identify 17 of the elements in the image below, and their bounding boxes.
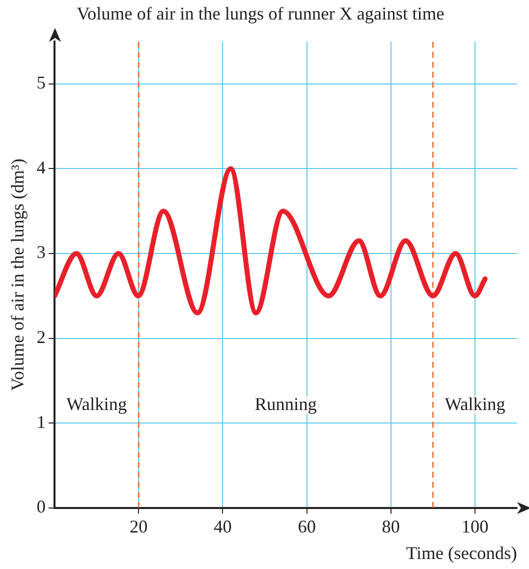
chart-title: Volume of air in the lungs of runner X against time bbox=[76, 4, 444, 24]
y-tick-label: 1 bbox=[36, 412, 46, 432]
annotation: Walking bbox=[444, 394, 506, 414]
x-tick-label: 80 bbox=[382, 516, 400, 536]
y-tick-label: 2 bbox=[36, 327, 46, 348]
y-tick-label: 0 bbox=[36, 496, 46, 517]
y-tick-label: 3 bbox=[36, 242, 46, 262]
x-tick-label: 100 bbox=[461, 516, 488, 536]
x-tick-label: 40 bbox=[214, 516, 232, 536]
x-tick-label: 20 bbox=[130, 516, 148, 536]
annotation: Running bbox=[254, 394, 317, 414]
x-tick-label: 60 bbox=[298, 516, 316, 536]
y-tick-label: 4 bbox=[36, 157, 46, 178]
y-axis-title: Volume of air in the lungs (dm³) bbox=[8, 158, 28, 391]
x-axis-title: Time (seconds) bbox=[406, 542, 517, 563]
y-tick-label: 5 bbox=[36, 72, 46, 93]
annotation: Walking bbox=[66, 394, 127, 414]
